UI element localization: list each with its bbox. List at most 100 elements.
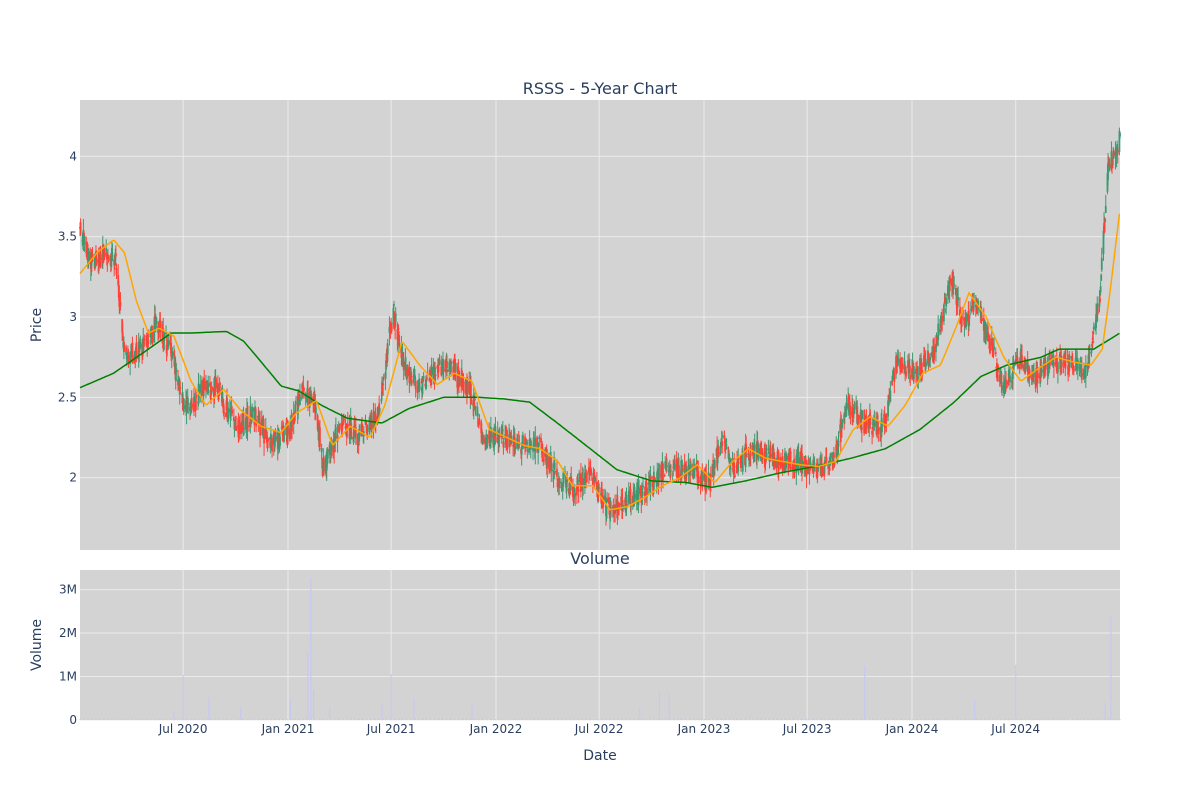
candle-body bbox=[553, 462, 556, 470]
candle-body bbox=[489, 442, 492, 447]
candle-body bbox=[823, 460, 826, 467]
candle-body bbox=[891, 380, 893, 385]
candle-body bbox=[338, 424, 341, 433]
candle-body bbox=[860, 414, 863, 431]
candle-body bbox=[831, 460, 834, 470]
candle-body bbox=[256, 416, 259, 418]
candle-body bbox=[1031, 365, 1034, 380]
candle-body bbox=[1099, 286, 1102, 293]
candle-body bbox=[398, 335, 401, 346]
candle-body bbox=[373, 415, 375, 421]
candle-body bbox=[468, 381, 471, 393]
candle-body bbox=[939, 329, 941, 333]
candle-body bbox=[825, 457, 828, 461]
candle-body bbox=[326, 449, 329, 459]
candle-body bbox=[664, 461, 667, 469]
candle-body bbox=[93, 259, 96, 261]
candle-body bbox=[133, 351, 136, 359]
candle-body bbox=[300, 397, 303, 399]
candle-body bbox=[552, 469, 554, 472]
candle-body bbox=[992, 351, 995, 356]
candle-body bbox=[1007, 380, 1010, 386]
volume-axis-title: Volume bbox=[29, 619, 45, 671]
candle-body bbox=[699, 476, 702, 487]
candle-body bbox=[130, 344, 133, 354]
candle-body bbox=[897, 357, 900, 364]
candle-body bbox=[586, 472, 589, 475]
candle-body bbox=[496, 431, 499, 440]
candle-body bbox=[629, 489, 632, 504]
candle-body bbox=[892, 370, 895, 380]
candle-body bbox=[249, 406, 252, 427]
candle-body bbox=[135, 342, 138, 356]
candle-body bbox=[913, 372, 916, 374]
candle-body bbox=[231, 409, 234, 414]
candle-body bbox=[482, 435, 485, 444]
candle-body bbox=[791, 463, 794, 470]
candle-body bbox=[1079, 363, 1082, 366]
candle-body bbox=[207, 382, 210, 393]
candle-body bbox=[401, 354, 404, 364]
candle-body bbox=[143, 338, 146, 341]
candle-body bbox=[258, 420, 260, 423]
candle-body bbox=[712, 459, 715, 463]
candle-body bbox=[544, 449, 546, 457]
candle-body bbox=[693, 466, 696, 469]
candle-body bbox=[374, 413, 377, 423]
candle-body bbox=[384, 372, 387, 379]
candle-body bbox=[748, 458, 751, 460]
candle-body bbox=[740, 462, 742, 465]
candle-body bbox=[287, 424, 289, 436]
candle-body bbox=[548, 462, 551, 472]
candle-body bbox=[217, 382, 219, 395]
candle-body bbox=[146, 338, 149, 342]
candle-body bbox=[106, 262, 109, 265]
candle-body bbox=[835, 444, 838, 458]
candle-body bbox=[721, 435, 724, 438]
candle-body bbox=[205, 381, 207, 391]
candle-body bbox=[425, 384, 427, 389]
candle-body bbox=[634, 494, 636, 499]
candle-body bbox=[560, 484, 563, 486]
candle-body bbox=[540, 438, 542, 443]
candle-body bbox=[506, 439, 509, 450]
candle-body bbox=[119, 301, 122, 307]
candle-body bbox=[823, 465, 826, 477]
candle-body bbox=[1103, 219, 1106, 232]
candle-body bbox=[1116, 144, 1119, 150]
candle-body bbox=[583, 472, 586, 488]
candle-body bbox=[764, 458, 767, 463]
candle-body bbox=[394, 313, 397, 322]
candle-body bbox=[279, 436, 281, 447]
candle-body bbox=[671, 474, 674, 476]
candle-body bbox=[647, 482, 650, 485]
candle-body bbox=[805, 463, 808, 476]
candle-body bbox=[319, 427, 321, 447]
candle-body bbox=[444, 361, 447, 373]
candle-body bbox=[953, 284, 956, 286]
candle-body bbox=[480, 421, 483, 434]
candle-body bbox=[464, 379, 467, 384]
price-tick-label: 3 bbox=[69, 310, 77, 324]
candle-body bbox=[686, 469, 688, 471]
candle-body bbox=[1023, 365, 1026, 368]
candle-body bbox=[764, 447, 766, 464]
candle-body bbox=[263, 429, 265, 444]
candle-body bbox=[927, 358, 930, 367]
candle-body bbox=[393, 312, 396, 321]
price-plot-background bbox=[80, 100, 1120, 550]
candle-body bbox=[115, 268, 118, 275]
candle-body bbox=[607, 497, 610, 504]
candle-body bbox=[316, 415, 319, 430]
candle-body bbox=[871, 430, 874, 435]
candle-body bbox=[438, 359, 441, 365]
candle-body bbox=[873, 419, 876, 427]
candle-body bbox=[658, 463, 660, 481]
candle-body bbox=[242, 413, 245, 429]
candle-body bbox=[887, 400, 889, 417]
candle-body bbox=[968, 323, 970, 327]
candle-body bbox=[1071, 357, 1074, 362]
candle-body bbox=[283, 426, 285, 442]
candle-body bbox=[252, 408, 255, 412]
